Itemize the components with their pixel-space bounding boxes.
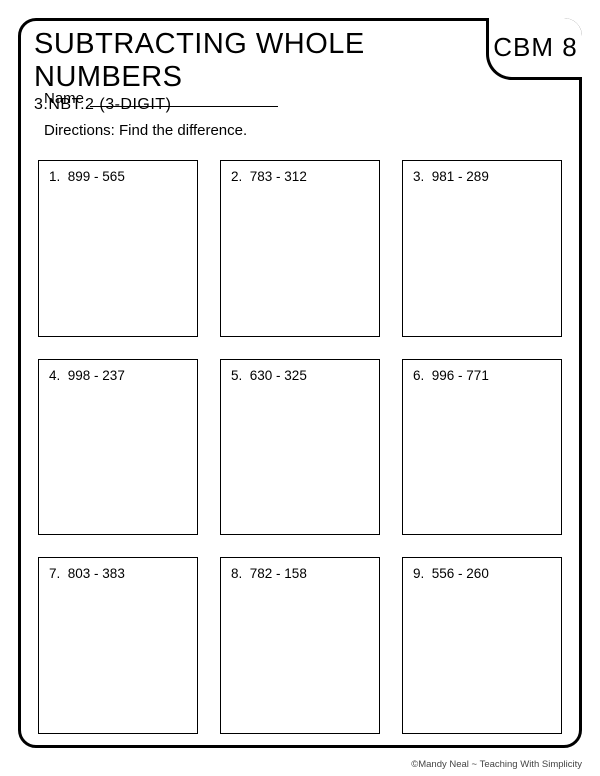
problem-expression: 630 - 325	[250, 368, 307, 383]
problem-number: 2.	[231, 169, 242, 184]
footer-credit: ©Mandy Neal ~ Teaching With Simplicity	[411, 759, 582, 770]
problem-number: 1.	[49, 169, 60, 184]
problem-expression: 996 - 771	[432, 368, 489, 383]
problem-number: 5.	[231, 368, 242, 383]
name-label: Name	[44, 90, 84, 107]
problem-cell[interactable]: 1. 899 - 565	[38, 160, 198, 337]
problem-cell[interactable]: 3. 981 - 289	[402, 160, 562, 337]
problem-expression: 998 - 237	[68, 368, 125, 383]
page-title: Subtracting Whole Numbers	[34, 28, 480, 94]
problem-expression: 981 - 289	[432, 169, 489, 184]
problem-expression: 556 - 260	[432, 566, 489, 581]
badge-text: CBM 8	[493, 32, 577, 63]
problem-cell[interactable]: 2. 783 - 312	[220, 160, 380, 337]
directions-text: Directions: Find the difference.	[44, 122, 247, 139]
problem-cell[interactable]: 7. 803 - 383	[38, 557, 198, 734]
problem-number: 7.	[49, 566, 60, 581]
problem-number: 9.	[413, 566, 424, 581]
problem-number: 6.	[413, 368, 424, 383]
problem-cell[interactable]: 6. 996 - 771	[402, 359, 562, 536]
name-row: Name	[44, 90, 278, 107]
name-input-line[interactable]	[90, 93, 278, 107]
problem-expression: 783 - 312	[250, 169, 307, 184]
problem-number: 4.	[49, 368, 60, 383]
problem-number: 3.	[413, 169, 424, 184]
problem-cell[interactable]: 9. 556 - 260	[402, 557, 562, 734]
problem-number: 8.	[231, 566, 242, 581]
problem-expression: 803 - 383	[68, 566, 125, 581]
problem-grid: 1. 899 - 565 2. 783 - 312 3. 981 - 289 4…	[38, 160, 562, 734]
problem-expression: 782 - 158	[250, 566, 307, 581]
problem-cell[interactable]: 4. 998 - 237	[38, 359, 198, 536]
problem-cell[interactable]: 8. 782 - 158	[220, 557, 380, 734]
problem-cell[interactable]: 5. 630 - 325	[220, 359, 380, 536]
problem-expression: 899 - 565	[68, 169, 125, 184]
cbm-badge: CBM 8	[486, 18, 582, 80]
